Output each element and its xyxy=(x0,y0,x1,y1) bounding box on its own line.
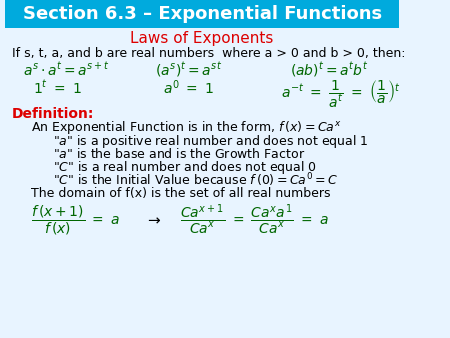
Text: "$a$" is a positive real number and does not equal 1: "$a$" is a positive real number and does… xyxy=(54,132,369,149)
Text: Section 6.3 – Exponential Functions: Section 6.3 – Exponential Functions xyxy=(22,5,382,23)
Text: The domain of f(x) is the set of all real numbers: The domain of f(x) is the set of all rea… xyxy=(32,187,331,199)
Text: Definition:: Definition: xyxy=(12,107,94,121)
Text: "$C$" is a real number and does not equal 0: "$C$" is a real number and does not equa… xyxy=(54,159,317,175)
Text: $(a^s)^t = a^{st}$: $(a^s)^t = a^{st}$ xyxy=(155,61,223,79)
Text: $1^t\ =\ 1$: $1^t\ =\ 1$ xyxy=(33,79,82,97)
Text: $a^{-t}\ =\ \dfrac{1}{a^t}\ =\ \left(\dfrac{1}{a}\right)^t$: $a^{-t}\ =\ \dfrac{1}{a^t}\ =\ \left(\df… xyxy=(281,78,400,110)
Text: "$C$" is the Initial Value because $f\,(0) = Ca^0 = C$: "$C$" is the Initial Value because $f\,(… xyxy=(54,171,338,189)
Text: $a^0\ =\ 1$: $a^0\ =\ 1$ xyxy=(163,79,215,97)
Text: $\rightarrow$: $\rightarrow$ xyxy=(145,213,162,227)
Text: $\dfrac{f\,(x+1)}{f\,(x)}\ =\ a$: $\dfrac{f\,(x+1)}{f\,(x)}\ =\ a$ xyxy=(32,203,121,237)
Text: "$a$" is the base and is the Growth Factor: "$a$" is the base and is the Growth Fact… xyxy=(54,147,306,161)
Text: If s, t, a, and b are real numbers  where a > 0 and b > 0, then:: If s, t, a, and b are real numbers where… xyxy=(12,47,406,59)
Text: $\dfrac{Ca^{x+1}}{Ca^x}\ =\ \dfrac{Ca^x a^1}{Ca^x}\ =\ a$: $\dfrac{Ca^{x+1}}{Ca^x}\ =\ \dfrac{Ca^x … xyxy=(180,203,329,237)
Text: $(ab)^t = a^t b^t$: $(ab)^t = a^t b^t$ xyxy=(290,61,369,79)
FancyBboxPatch shape xyxy=(5,0,399,28)
Text: $a^s \cdot a^t = a^{s+t}$: $a^s \cdot a^t = a^{s+t}$ xyxy=(23,61,110,79)
Text: Laws of Exponents: Laws of Exponents xyxy=(130,30,274,46)
Text: An Exponential Function is in the form, $f\,(x) = Ca^x$: An Exponential Function is in the form, … xyxy=(32,120,342,137)
